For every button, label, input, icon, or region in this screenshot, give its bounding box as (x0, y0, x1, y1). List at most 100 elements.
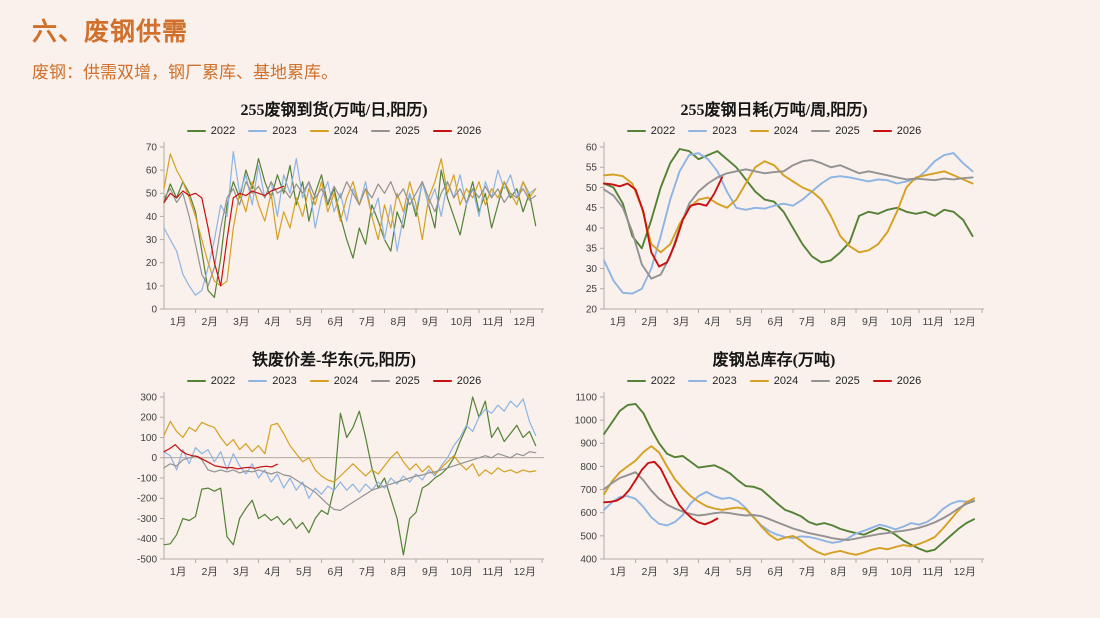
svg-text:40: 40 (586, 223, 598, 234)
svg-text:7月: 7月 (799, 316, 815, 328)
svg-text:5月: 5月 (296, 566, 312, 578)
series-line-2024 (603, 160, 974, 254)
legend-item-2022: 2022 (626, 375, 675, 387)
chart-canvas-total-inventory: 400 500 600 700 800 900 1000 1100 1月 2月 3月 4月 5月 6月 7月… (558, 389, 990, 589)
svg-text:55: 55 (586, 163, 598, 174)
chart-canvas-daily-consumption: 20 25 30 35 40 45 50 55 60 1月 2月 3月 4月 5月 6月 7月 8月 9月 10月 1… (558, 139, 990, 339)
legend-swatch-2026 (872, 379, 892, 383)
legend-label: 2025 (835, 375, 860, 387)
svg-text:1月: 1月 (170, 566, 186, 578)
chart-legend: 2022 2023 2024 2025 2026 (626, 373, 922, 389)
svg-text:3月: 3月 (673, 316, 689, 328)
svg-text:300: 300 (140, 392, 157, 403)
legend-label: 2026 (896, 125, 922, 137)
series-line-2022 (603, 148, 974, 264)
svg-text:800: 800 (580, 462, 597, 473)
svg-text:4月: 4月 (265, 316, 281, 328)
legend-item-2025: 2025 (371, 375, 420, 387)
svg-text:0: 0 (151, 453, 157, 464)
legend-swatch-2024 (309, 379, 329, 383)
series-line-2023 (163, 151, 537, 296)
chart-plot: 0 10 20 30 40 50 60 70 1月 2月 3月 4月 5月 6月 7月 8月 9月 10月 11月 1… (146, 142, 544, 328)
svg-text:11月: 11月 (922, 566, 943, 578)
svg-text:9月: 9月 (422, 566, 438, 578)
svg-text:2月: 2月 (642, 316, 658, 328)
legend-item-2023: 2023 (688, 125, 737, 137)
legend-label: 2024 (773, 375, 799, 387)
svg-text:60: 60 (146, 166, 158, 177)
svg-text:5月: 5月 (736, 316, 752, 328)
chart-card-3: 铁废价差-华东(元,阳历) 2022 2023 2024 2025 2026 -500-… (116, 350, 552, 596)
legend-item-2025: 2025 (811, 125, 860, 137)
series-line-2024 (163, 153, 537, 287)
legend-item-2026: 2026 (872, 375, 922, 387)
chart-legend: 2022 2023 2024 2025 2026 (626, 123, 922, 139)
svg-text:1月: 1月 (610, 566, 626, 578)
chart-legend: 2022 2023 2024 2025 2026 (186, 123, 482, 139)
chart-title: 废钢总库存(万吨) (712, 352, 836, 369)
svg-text:70: 70 (146, 142, 158, 153)
svg-text:12月: 12月 (514, 316, 536, 328)
svg-text:25: 25 (586, 284, 598, 295)
series-line-2022 (163, 158, 537, 298)
svg-text:50: 50 (146, 189, 158, 200)
svg-text:10: 10 (146, 281, 158, 292)
svg-text:30: 30 (586, 264, 598, 275)
chart-title: 255废钢日耗(万吨/周,阳历) (680, 102, 868, 119)
svg-text:4月: 4月 (265, 566, 281, 578)
legend-label: 2026 (896, 375, 922, 387)
svg-text:1100: 1100 (575, 392, 597, 403)
page-title: 六、废钢供需 (32, 18, 189, 46)
chart-plot: 20 25 30 35 40 45 50 55 60 1月 2月 3月 4月 5月 6月 7月 8月 9月 10月 1… (586, 142, 984, 328)
legend-label: 2025 (395, 375, 420, 387)
svg-text:4月: 4月 (705, 316, 721, 328)
svg-text:-200: -200 (137, 494, 157, 505)
legend-swatch-2023 (248, 129, 268, 133)
legend-swatch-2025 (371, 379, 391, 383)
legend-label: 2023 (272, 375, 297, 387)
svg-text:10月: 10月 (891, 566, 913, 578)
svg-text:2月: 2月 (202, 316, 218, 328)
svg-text:-500: -500 (137, 554, 157, 565)
series-line-2025 (163, 181, 537, 287)
legend-item-2023: 2023 (248, 375, 297, 387)
series-line-2026 (603, 176, 724, 268)
svg-text:10月: 10月 (451, 316, 473, 328)
chart-canvas-price-spread: -500 -400 -300 -200 -100 0 100 200 300 1月 2月 3月 4月 5月… (118, 389, 550, 589)
legend-item-2022: 2022 (186, 125, 235, 137)
legend-item-2026: 2026 (872, 125, 922, 137)
series-line-2026 (163, 185, 285, 287)
legend-item-2022: 2022 (626, 125, 675, 137)
svg-text:6月: 6月 (328, 316, 344, 328)
svg-text:500: 500 (580, 531, 597, 542)
legend-swatch-2023 (688, 379, 708, 383)
chart-title: 铁废价差-华东(元,阳历) (252, 352, 416, 369)
legend-swatch-2025 (811, 129, 831, 133)
legend-label: 2026 (456, 125, 482, 137)
legend-swatch-2025 (371, 129, 391, 133)
legend-swatch-2022 (186, 379, 206, 383)
svg-text:4月: 4月 (705, 566, 721, 578)
svg-text:8月: 8月 (831, 566, 847, 578)
series-line-2022 (163, 396, 537, 556)
svg-text:9月: 9月 (422, 316, 438, 328)
svg-text:-100: -100 (137, 473, 157, 484)
svg-text:9月: 9月 (862, 316, 878, 328)
svg-text:8月: 8月 (391, 316, 407, 328)
page-header: 六、废钢供需 废钢：供需双增，钢厂累库、基地累库。 (32, 12, 338, 83)
svg-text:10月: 10月 (451, 566, 473, 578)
legend-label: 2023 (272, 125, 297, 137)
svg-text:35: 35 (586, 244, 598, 255)
svg-text:3月: 3月 (233, 316, 249, 328)
legend-swatch-2024 (749, 129, 769, 133)
series-line-2025 (163, 451, 537, 512)
svg-text:6月: 6月 (768, 566, 784, 578)
svg-text:1000: 1000 (575, 416, 598, 427)
svg-text:3月: 3月 (673, 566, 689, 578)
legend-swatch-2026 (872, 129, 892, 133)
legend-label: 2023 (712, 375, 737, 387)
svg-text:2月: 2月 (202, 566, 218, 578)
chart-card-4: 废钢总库存(万吨) 2022 2023 2024 2025 2026 400 500 600… (556, 350, 992, 596)
